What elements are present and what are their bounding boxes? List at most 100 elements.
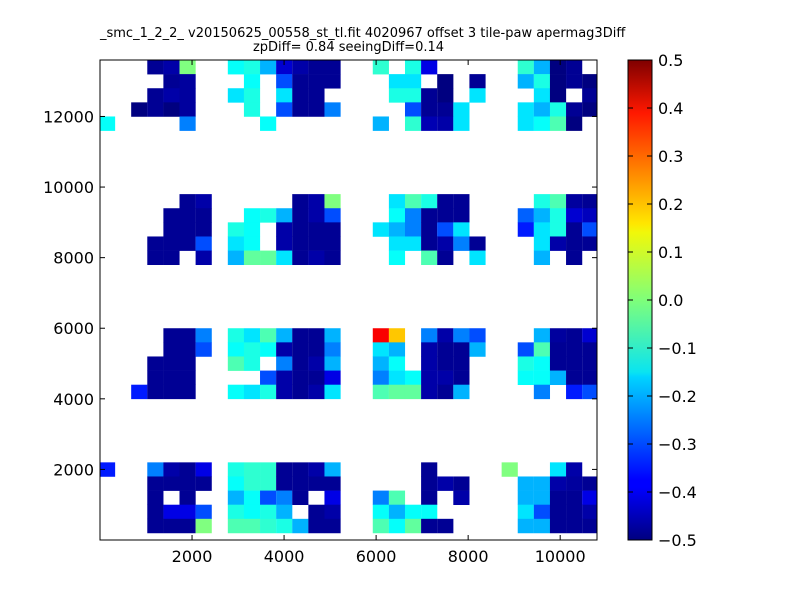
heatmap-cell: [388, 356, 406, 371]
heatmap-cell: [147, 490, 164, 506]
heatmap-cell: [308, 384, 325, 400]
heatmap-cell: [453, 328, 470, 343]
heatmap-cell: [421, 250, 438, 266]
heatmap-cell: [533, 60, 551, 75]
heatmap-cell: [533, 328, 551, 343]
heatmap-cell: [179, 328, 196, 343]
heatmap-cell: [195, 518, 212, 534]
heatmap-cell: [582, 222, 597, 237]
heatmap-cell: [243, 222, 261, 237]
colorbar-tick-label: 0.1: [658, 243, 683, 262]
heatmap-cell: [163, 74, 180, 89]
heatmap-cell: [195, 504, 212, 520]
heatmap-cell: [260, 518, 277, 534]
heatmap-cell: [582, 504, 597, 520]
x-tick-label: 4000: [264, 547, 305, 566]
heatmap-cell: [324, 222, 341, 237]
heatmap-cell: [308, 74, 325, 89]
heatmap-cell: [549, 342, 567, 357]
heatmap-cell: [421, 370, 438, 386]
heatmap-cell: [453, 102, 470, 117]
y-tick-label: 8000: [53, 249, 94, 268]
heatmap-cell: [324, 74, 341, 89]
heatmap-cell: [227, 462, 244, 477]
heatmap-cell: [324, 208, 341, 223]
heatmap-cell: [147, 518, 164, 534]
heatmap-cell: [292, 194, 309, 209]
heatmap-cell: [421, 222, 438, 237]
heatmap-cell: [324, 490, 341, 506]
heatmap-cell: [163, 370, 180, 386]
heatmap-cell: [227, 384, 244, 400]
heatmap-cell: [179, 462, 196, 477]
x-tick-label: 6000: [356, 547, 397, 566]
heatmap-cell: [179, 476, 196, 491]
heatmap-cell: [179, 116, 196, 131]
heatmap-cell: [163, 504, 180, 520]
heatmap-cell: [582, 518, 597, 534]
heatmap-cell: [324, 518, 341, 534]
heatmap-cell: [582, 476, 597, 491]
heatmap-cell: [100, 462, 116, 477]
heatmap-cell: [308, 250, 325, 266]
heatmap-cell: [453, 208, 470, 223]
heatmap-cell: [549, 490, 567, 506]
heatmap-cell: [147, 250, 164, 266]
heatmap-cell: [437, 384, 454, 400]
heatmap-cell: [292, 250, 309, 266]
heatmap-cell: [308, 236, 325, 251]
heatmap-cell: [388, 328, 406, 343]
heatmap-cell: [421, 208, 438, 223]
heatmap-cell: [549, 60, 567, 75]
colorbar-tick-label: −0.4: [658, 483, 697, 502]
heatmap-cell: [292, 476, 309, 491]
heatmap-cell: [437, 208, 454, 223]
x-axis: 2000 4000 6000 8000 10000: [172, 60, 586, 566]
heatmap-cell: [243, 518, 261, 534]
heatmap-cell: [276, 384, 293, 400]
heatmap-cell: [582, 236, 597, 251]
heatmap-cell: [308, 328, 325, 343]
heatmap-cell: [566, 222, 583, 237]
heatmap-cell: [243, 476, 261, 491]
heatmap-cell: [227, 490, 244, 506]
heatmap-cell: [566, 342, 583, 357]
heatmap-cell: [437, 88, 454, 103]
heatmap-cell: [582, 102, 597, 117]
heatmap-cell: [372, 504, 389, 520]
heatmap-cell: [243, 504, 261, 520]
heatmap-cell: [147, 462, 164, 477]
heatmap-cell: [147, 102, 164, 117]
heatmap-cell: [549, 518, 567, 534]
heatmap-cell: [566, 328, 583, 343]
heatmap-cell: [566, 116, 583, 131]
heatmap-cell: [437, 74, 454, 89]
heatmap-cell: [549, 462, 567, 477]
heatmap-cell: [260, 328, 277, 343]
heatmap-cell: [243, 88, 261, 103]
heatmap-cell: [404, 384, 422, 400]
heatmap-cell: [533, 102, 551, 117]
heatmap-cell: [421, 384, 438, 400]
heatmap-cell: [421, 116, 438, 131]
heatmap-cell: [308, 102, 325, 117]
heatmap-cell: [195, 236, 212, 251]
heatmap-cell: [566, 250, 583, 266]
heatmap-cell: [276, 60, 293, 75]
heatmap-cell: [195, 476, 212, 491]
heatmap-cell: [549, 194, 567, 209]
heatmap-cell: [533, 208, 551, 223]
heatmap-cell: [388, 236, 406, 251]
heatmap-cell: [549, 476, 567, 491]
heatmap-cell: [421, 102, 438, 117]
heatmap-cell: [533, 518, 551, 534]
heatmap-cell: [292, 490, 309, 506]
plot-area: [100, 60, 597, 540]
heatmap-cell: [404, 236, 422, 251]
heatmap-cell: [292, 236, 309, 251]
heatmap-cell: [421, 236, 438, 251]
heatmap-cell: [421, 328, 438, 343]
heatmap-cell: [147, 88, 164, 103]
heatmap-cell: [372, 356, 389, 371]
y-tick-label: 4000: [53, 390, 94, 409]
